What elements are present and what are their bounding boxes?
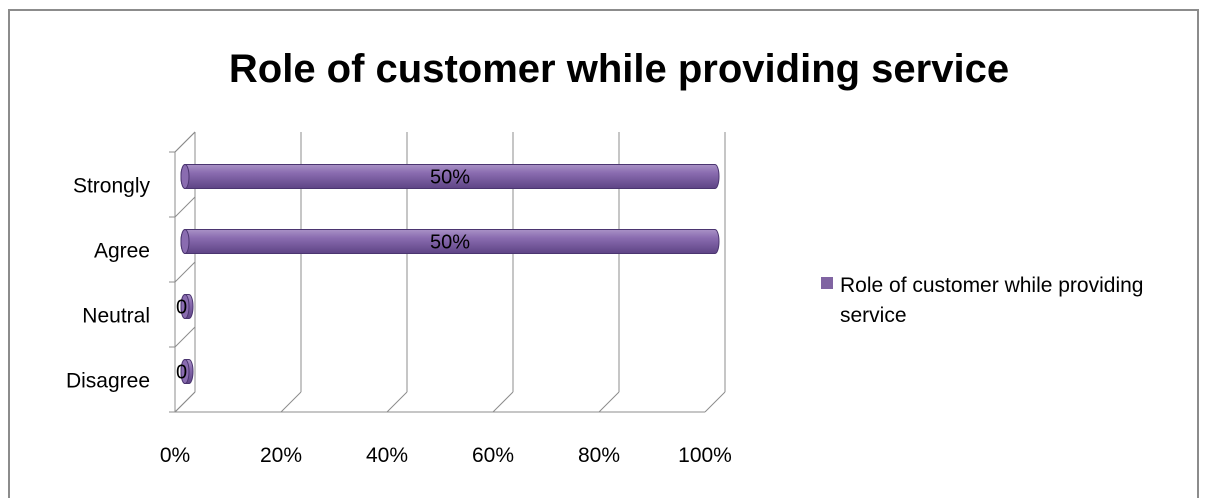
side-wall-line [174, 391, 196, 413]
data-label: 50% [430, 232, 470, 254]
legend: Role of customer while providing service [821, 274, 1143, 327]
x-tick-label: 20% [260, 444, 302, 467]
category-label: Agree [94, 240, 150, 263]
floor-line [598, 391, 620, 413]
category-label: Neutral [82, 305, 150, 328]
bar-cap [180, 359, 190, 384]
data-labels: 50% 50% 0 0 [176, 167, 470, 384]
floor-line [280, 391, 302, 413]
category-labels: Strongly Agree Neutral Disagree [66, 175, 151, 393]
floor-line [386, 391, 408, 413]
chart-title: Role of customer while providing service [229, 47, 1009, 91]
category-label: Disagree [66, 370, 150, 393]
bar-cap [180, 229, 190, 254]
x-tick-labels: 0% 20% 40% 60% 80% 100% [160, 444, 732, 467]
side-wall-line [174, 261, 196, 283]
side-wall-line [174, 326, 196, 348]
bar-cap [180, 294, 190, 319]
side-wall-line [174, 131, 196, 153]
bars [180, 164, 720, 384]
side-wall-line [174, 196, 196, 218]
x-tick-label: 0% [160, 444, 190, 467]
floor-line [492, 391, 514, 413]
legend-label: Role of customer while providing service [840, 274, 1143, 327]
bar-cap [180, 164, 190, 189]
x-tick-label: 40% [366, 444, 408, 467]
data-label: 0 [176, 362, 187, 384]
x-tick-label: 60% [472, 444, 514, 467]
data-label: 50% [430, 167, 470, 189]
x-tick-label: 80% [578, 444, 620, 467]
category-label: Strongly [73, 175, 151, 198]
floor-line [704, 391, 726, 413]
x-tick-label: 100% [678, 444, 732, 467]
legend-swatch [821, 277, 833, 289]
data-label: 0 [176, 297, 187, 319]
